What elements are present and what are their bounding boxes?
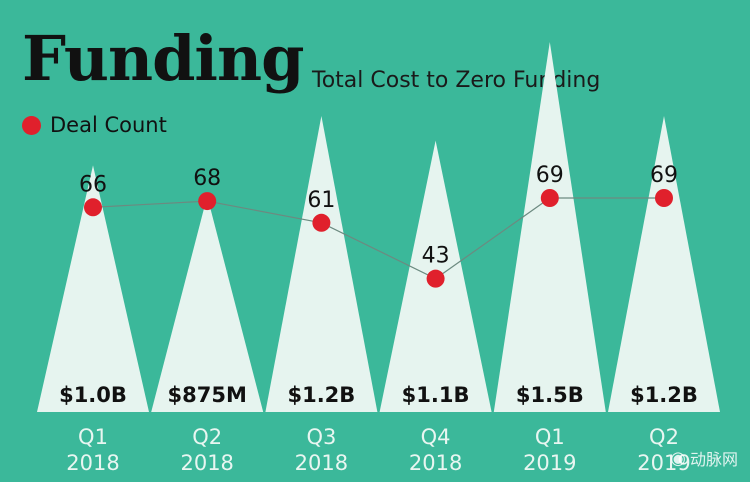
funding-value-label: $1.5B bbox=[516, 383, 584, 407]
x-tick-year: 2018 bbox=[295, 451, 348, 475]
x-tick-quarter: Q2 bbox=[192, 425, 222, 449]
x-tick-quarter: Q3 bbox=[306, 425, 336, 449]
x-tick-year: 2018 bbox=[180, 451, 233, 475]
x-tick-year: 2018 bbox=[409, 451, 462, 475]
deal-count-point bbox=[198, 192, 217, 211]
deal-count-point bbox=[540, 189, 559, 207]
watermark-text: 动脉网 bbox=[689, 450, 738, 469]
deal-count-line bbox=[92, 197, 664, 280]
deal-count-label: 66 bbox=[79, 172, 107, 197]
deal-count-label: 61 bbox=[307, 188, 335, 213]
x-tick-quarter: Q2 bbox=[649, 425, 679, 449]
funding-value-label: $875M bbox=[168, 383, 247, 407]
deal-count-point bbox=[312, 213, 331, 232]
funding-value-label: $1.2B bbox=[630, 383, 698, 407]
legend-label: Deal Count bbox=[50, 113, 167, 137]
deal-count-point bbox=[426, 269, 445, 288]
wechat-icon: ◉ bbox=[670, 447, 686, 469]
x-tick-quarter: Q4 bbox=[421, 425, 451, 449]
x-tick-year: 2018 bbox=[66, 451, 119, 475]
x-tick-year: 2019 bbox=[523, 451, 576, 475]
funding-value-label: $1.1B bbox=[402, 383, 470, 407]
chart-title: Funding bbox=[22, 22, 304, 95]
deal-count-label: 69 bbox=[650, 163, 678, 188]
funding-triangle bbox=[265, 116, 378, 412]
funding-value-label: $1.2B bbox=[287, 383, 355, 407]
legend: Deal Count bbox=[22, 113, 167, 137]
funding-triangle bbox=[608, 116, 720, 412]
deal-count-point bbox=[84, 198, 102, 217]
deal-count-label: 43 bbox=[422, 244, 450, 269]
x-tick-quarter: Q1 bbox=[78, 425, 108, 449]
funding-triangle bbox=[493, 42, 606, 412]
watermark: ◉ 动脉网 bbox=[670, 446, 738, 470]
x-tick-year: 2019 bbox=[637, 451, 690, 475]
funding-value-label: $1.0B bbox=[59, 383, 127, 407]
x-tick-quarter: Q1 bbox=[535, 425, 565, 449]
deal-count-point bbox=[655, 189, 673, 207]
legend-dot-icon bbox=[22, 115, 41, 135]
deal-count-label: 69 bbox=[536, 163, 564, 188]
deal-count-label: 68 bbox=[193, 166, 221, 191]
funding-triangle bbox=[151, 196, 264, 412]
funding-triangle bbox=[37, 165, 149, 412]
